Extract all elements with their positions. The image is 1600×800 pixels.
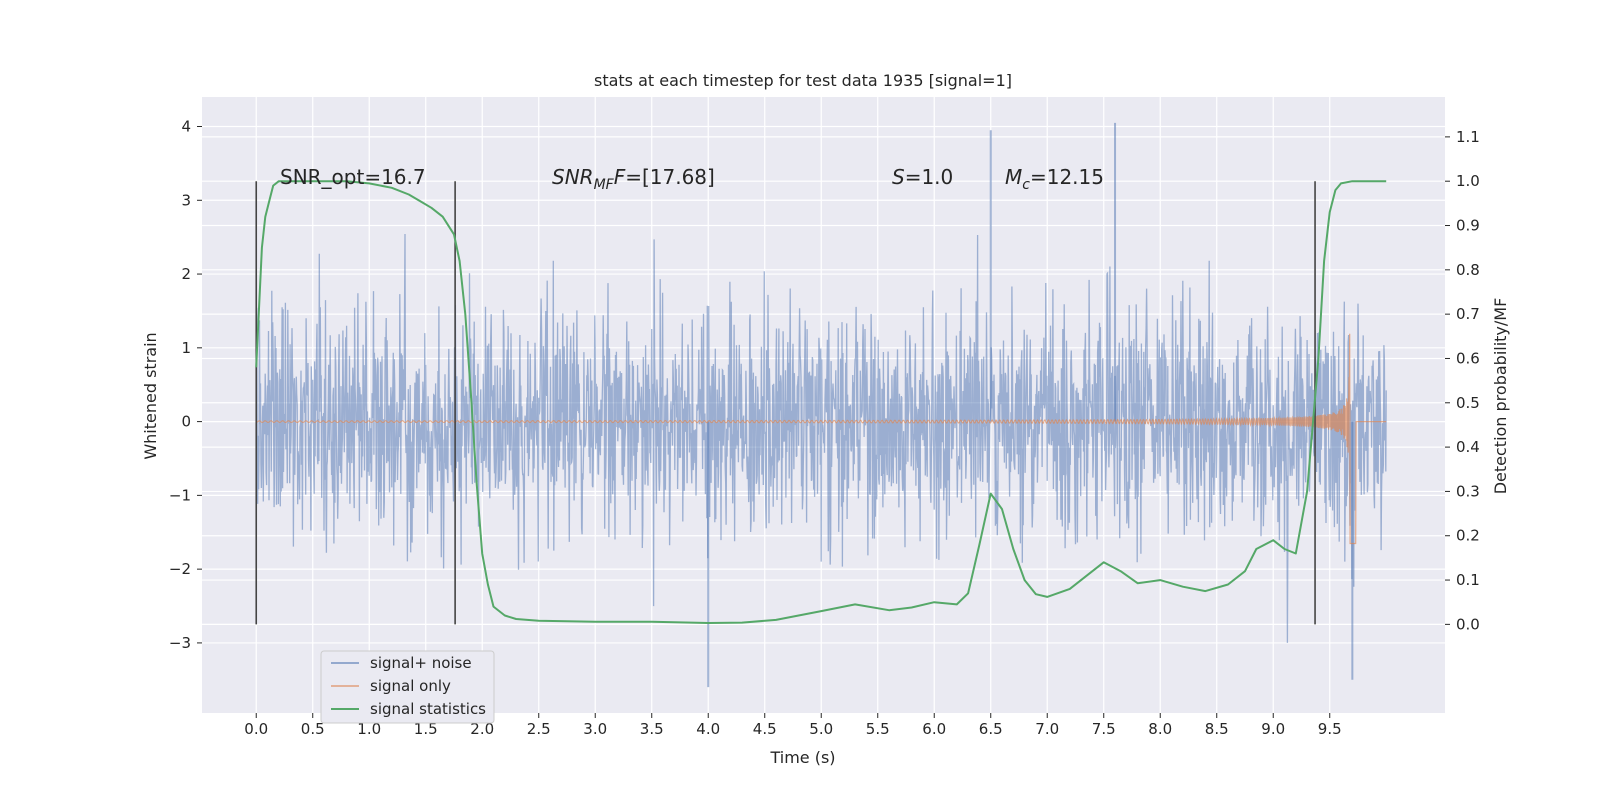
- y-right-tick-label: 0.3: [1456, 482, 1480, 500]
- y-left-axis-label: Whitened strain: [141, 332, 160, 459]
- noise-series: [255, 122, 1387, 688]
- annotation-s: S=1.0: [892, 165, 953, 189]
- y-right-axis-label: Detection probability/MF: [1491, 298, 1510, 495]
- x-tick-label: 5.0: [809, 720, 833, 738]
- y-right-tick-label: 0.0: [1456, 615, 1480, 633]
- y-right-tick-label: 1.0: [1456, 172, 1480, 190]
- signal-trace: [256, 333, 1387, 545]
- x-tick-label: 3.0: [583, 720, 607, 738]
- chart-title: stats at each timestep for test data 193…: [594, 71, 1012, 90]
- y-right-tick-label: 0.6: [1456, 349, 1480, 367]
- y-right-tick-label: 0.2: [1456, 527, 1480, 545]
- y-right-tick-label: 0.7: [1456, 305, 1480, 323]
- y-right-tick-label: 1.1: [1456, 128, 1480, 146]
- annotation-snr-opt: SNR_opt=16.7: [280, 165, 426, 189]
- y-right-axis-ticks: 1.1 1.0 0.9 0.8 0.7 0.6 0.5 0.4 0.3 0.2 0.1 0.0: [1445, 128, 1480, 633]
- x-tick-label: 5.5: [866, 720, 890, 738]
- noise-trace: [255, 233, 1387, 643]
- x-tick-label: 3.5: [640, 720, 664, 738]
- y-left-tick-label: 0: [181, 413, 191, 431]
- legend-box: [320, 650, 495, 724]
- x-tick-label: 0.5: [301, 720, 325, 738]
- y-left-tick-label: −2: [169, 560, 191, 578]
- legend-label-signal: signal only: [370, 677, 451, 695]
- x-tick-label: 9.5: [1318, 720, 1342, 738]
- signal-only-series: [256, 333, 1387, 545]
- y-left-tick-label: −1: [169, 486, 191, 504]
- x-axis-label: Time (s): [769, 748, 835, 767]
- x-tick-label: 7.0: [1035, 720, 1059, 738]
- x-tick-label: 8.0: [1148, 720, 1172, 738]
- annotation-snr-mf: SNRMFF=[17.68]: [552, 165, 715, 193]
- x-tick-label: 6.5: [979, 720, 1003, 738]
- x-tick-label: 0.0: [244, 720, 268, 738]
- x-tick-label: 2.0: [470, 720, 494, 738]
- y-left-axis-ticks: 4 3 2 1 0 −1 −2 −3: [169, 118, 202, 652]
- legend: signal+ noise signal only signal statist…: [320, 650, 495, 724]
- annotations: SNR_opt=16.7 SNRMFF=[17.68] S=1.0 Mc=12.…: [280, 165, 1104, 193]
- x-tick-label: 6.0: [922, 720, 946, 738]
- x-tick-label: 2.5: [527, 720, 551, 738]
- y-left-tick-label: 3: [181, 191, 191, 209]
- y-right-tick-label: 0.4: [1456, 438, 1480, 456]
- plot-area: [202, 97, 1445, 713]
- x-tick-label: 4.0: [696, 720, 720, 738]
- x-tick-label: 7.5: [1092, 720, 1116, 738]
- x-tick-label: 9.0: [1261, 720, 1285, 738]
- legend-label-stat: signal statistics: [370, 700, 486, 718]
- x-tick-label: 1.0: [357, 720, 381, 738]
- x-tick-label: 4.5: [753, 720, 777, 738]
- y-right-tick-label: 0.8: [1456, 261, 1480, 279]
- y-left-tick-label: 1: [181, 339, 191, 357]
- legend-label-noise: signal+ noise: [370, 654, 472, 672]
- x-axis-ticks: 0.0 0.5 1.0 1.5 2.0 2.5 3.0 3.5 4.0 4.5 5.0 5.5 6.0 6…: [244, 713, 1342, 738]
- annotation-mc: Mc=12.15: [1005, 165, 1104, 193]
- x-tick-label: 8.5: [1205, 720, 1229, 738]
- statistics-line: [255, 180, 1387, 624]
- signal-statistics-series: [255, 180, 1387, 624]
- y-left-tick-label: 2: [181, 265, 191, 283]
- y-right-tick-label: 0.9: [1456, 217, 1480, 235]
- x-tick-label: 1.5: [414, 720, 438, 738]
- y-right-tick-label: 0.5: [1456, 394, 1480, 412]
- y-left-tick-label: 4: [181, 118, 191, 136]
- y-left-tick-label: −3: [169, 634, 191, 652]
- y-right-tick-label: 0.1: [1456, 571, 1480, 589]
